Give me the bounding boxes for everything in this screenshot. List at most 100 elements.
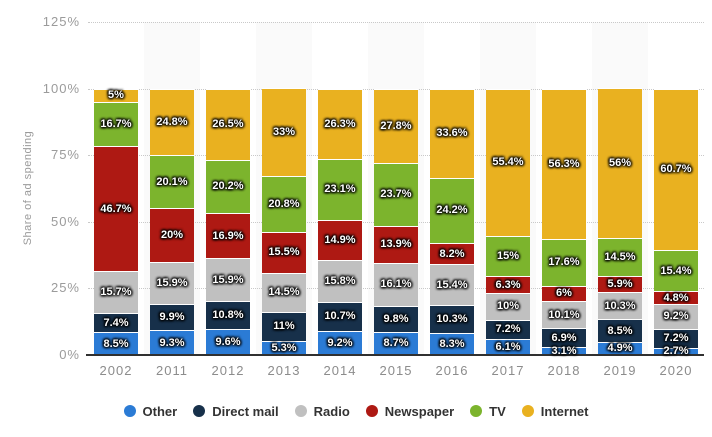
segment-internet-2017[interactable]: 55.4% <box>486 88 530 237</box>
segment-internet-2020[interactable]: 60.7% <box>654 88 698 251</box>
segment-value-label: 3.1% <box>551 344 577 357</box>
segment-value-label: 9.2% <box>327 336 353 349</box>
segment-tv-2013[interactable]: 20.8% <box>262 176 306 232</box>
segment-direct-mail-2014[interactable]: 10.7% <box>318 302 362 331</box>
segment-newspaper-2020[interactable]: 4.8% <box>654 291 698 305</box>
segment-direct-mail-2019[interactable]: 8.5% <box>598 319 642 342</box>
segment-radio-2012[interactable]: 15.9% <box>206 258 250 301</box>
segment-other-2014[interactable]: 9.2% <box>318 330 362 355</box>
segment-value-label: 8.5% <box>103 337 129 350</box>
segment-value-label: 8.5% <box>607 324 633 337</box>
segment-direct-mail-2002[interactable]: 7.4% <box>94 312 138 333</box>
segment-tv-2011[interactable]: 20.1% <box>150 154 194 209</box>
segment-radio-2020[interactable]: 9.2% <box>654 304 698 329</box>
segment-tv-2019[interactable]: 14.5% <box>598 237 642 277</box>
segment-newspaper-2019[interactable]: 5.9% <box>598 276 642 292</box>
segment-radio-2011[interactable]: 15.9% <box>150 261 194 304</box>
segment-other-2011[interactable]: 9.3% <box>150 330 194 355</box>
legend-item-tv[interactable]: TV <box>470 404 506 419</box>
legend-item-direct-mail[interactable]: Direct mail <box>193 404 279 419</box>
segment-newspaper-2017[interactable]: 6.3% <box>486 276 530 293</box>
segment-value-label: 16.1% <box>380 278 412 291</box>
segment-other-2013[interactable]: 5.3% <box>262 340 306 355</box>
bar-column-2018: 3.1% 6.9% 10.1% 6% 17.6% 56.3% <box>536 22 592 357</box>
segment-value-label: 15.5% <box>268 246 300 259</box>
segment-tv-2015[interactable]: 23.7% <box>374 162 418 226</box>
segment-internet-2019[interactable]: 56% <box>598 88 642 238</box>
stacked-bar-2012: 9.6% 10.8% 15.9% 16.9% 20.2% 26.5% <box>206 88 250 355</box>
y-tick-125%: 125% <box>42 14 80 29</box>
x-tick-2019: 2019 <box>603 363 637 378</box>
segment-value-label: 16.7% <box>100 118 132 131</box>
segment-other-2002[interactable]: 8.5% <box>94 332 138 355</box>
segment-newspaper-2018[interactable]: 6% <box>542 285 586 302</box>
segment-tv-2018[interactable]: 17.6% <box>542 238 586 286</box>
segment-direct-mail-2018[interactable]: 6.9% <box>542 328 586 347</box>
segment-internet-2015[interactable]: 27.8% <box>374 88 418 163</box>
segment-other-2016[interactable]: 8.3% <box>430 332 474 355</box>
legend-item-radio[interactable]: Radio <box>294 404 350 419</box>
segment-value-label: 6% <box>556 287 572 300</box>
segment-direct-mail-2017[interactable]: 7.2% <box>486 319 530 339</box>
segment-tv-2016[interactable]: 24.2% <box>430 178 474 243</box>
segment-other-2020[interactable]: 2.7% <box>654 346 698 357</box>
segment-tv-2014[interactable]: 23.1% <box>318 158 362 221</box>
stacked-bar-2002: 8.5% 7.4% 15.7% 46.7% 16.7% 5% <box>94 88 138 355</box>
segment-value-label: 55.4% <box>492 156 524 169</box>
x-tick-2016: 2016 <box>435 363 469 378</box>
segment-value-label: 8.7% <box>383 337 409 350</box>
x-tick-2020: 2020 <box>659 363 693 378</box>
segment-newspaper-2014[interactable]: 14.9% <box>318 220 362 260</box>
segment-other-2015[interactable]: 8.7% <box>374 331 418 355</box>
segment-newspaper-2016[interactable]: 8.2% <box>430 242 474 265</box>
segment-radio-2002[interactable]: 15.7% <box>94 270 138 313</box>
segment-value-label: 33% <box>272 126 296 139</box>
bar-column-2002: 8.5% 7.4% 15.7% 46.7% 16.7% 5% <box>88 22 144 355</box>
segment-internet-2018[interactable]: 56.3% <box>542 88 586 239</box>
segment-tv-2017[interactable]: 15% <box>486 236 530 277</box>
legend-item-newspaper[interactable]: Newspaper <box>365 404 454 419</box>
segment-internet-2012[interactable]: 26.5% <box>206 88 250 160</box>
segment-newspaper-2012[interactable]: 16.9% <box>206 213 250 259</box>
segment-direct-mail-2011[interactable]: 9.9% <box>150 303 194 331</box>
segment-radio-2016[interactable]: 15.4% <box>430 264 474 306</box>
segment-value-label: 7.2% <box>663 332 689 345</box>
segment-newspaper-2002[interactable]: 46.7% <box>94 146 138 271</box>
segment-internet-2014[interactable]: 26.3% <box>318 88 362 159</box>
segment-other-2017[interactable]: 6.1% <box>486 338 530 355</box>
segment-internet-2013[interactable]: 33% <box>262 88 306 177</box>
segment-other-2018[interactable]: 3.1% <box>542 344 586 357</box>
segment-radio-2017[interactable]: 10% <box>486 292 530 320</box>
segment-internet-2011[interactable]: 24.8% <box>150 88 194 155</box>
segment-radio-2019[interactable]: 10.3% <box>598 291 642 320</box>
segment-value-label: 4.8% <box>663 291 689 304</box>
segment-direct-mail-2020[interactable]: 7.2% <box>654 328 698 348</box>
x-tick-2015: 2015 <box>379 363 413 378</box>
segment-tv-2012[interactable]: 20.2% <box>206 159 250 214</box>
segment-tv-2002[interactable]: 16.7% <box>94 101 138 147</box>
segment-radio-2015[interactable]: 16.1% <box>374 262 418 306</box>
segment-other-2012[interactable]: 9.6% <box>206 329 250 355</box>
segment-internet-2002[interactable]: 5% <box>94 88 138 102</box>
segment-other-2019[interactable]: 4.9% <box>598 341 642 355</box>
legend-item-internet[interactable]: Internet <box>521 403 589 419</box>
segment-radio-2014[interactable]: 15.8% <box>318 259 362 302</box>
segment-newspaper-2013[interactable]: 15.5% <box>262 231 306 273</box>
segment-value-label: 56% <box>608 156 632 169</box>
segment-newspaper-2011[interactable]: 20% <box>150 208 194 262</box>
segment-radio-2013[interactable]: 14.5% <box>262 272 306 312</box>
segment-value-label: 20.2% <box>212 180 244 193</box>
segment-direct-mail-2012[interactable]: 10.8% <box>206 300 250 330</box>
segment-value-label: 24.8% <box>156 115 188 128</box>
legend-label-internet: Internet <box>540 403 589 419</box>
bar-column-2019: 4.9% 8.5% 10.3% 5.9% 14.5% 56% <box>592 22 648 355</box>
segment-internet-2016[interactable]: 33.6% <box>430 88 474 179</box>
segment-tv-2020[interactable]: 15.4% <box>654 250 698 292</box>
segment-direct-mail-2013[interactable]: 11% <box>262 311 306 341</box>
segment-direct-mail-2015[interactable]: 9.8% <box>374 305 418 332</box>
segment-direct-mail-2016[interactable]: 10.3% <box>430 305 474 333</box>
segment-radio-2018[interactable]: 10.1% <box>542 301 586 329</box>
segment-value-label: 8.2% <box>439 247 465 260</box>
segment-newspaper-2015[interactable]: 13.9% <box>374 225 418 263</box>
legend-item-other[interactable]: Other <box>123 404 177 419</box>
